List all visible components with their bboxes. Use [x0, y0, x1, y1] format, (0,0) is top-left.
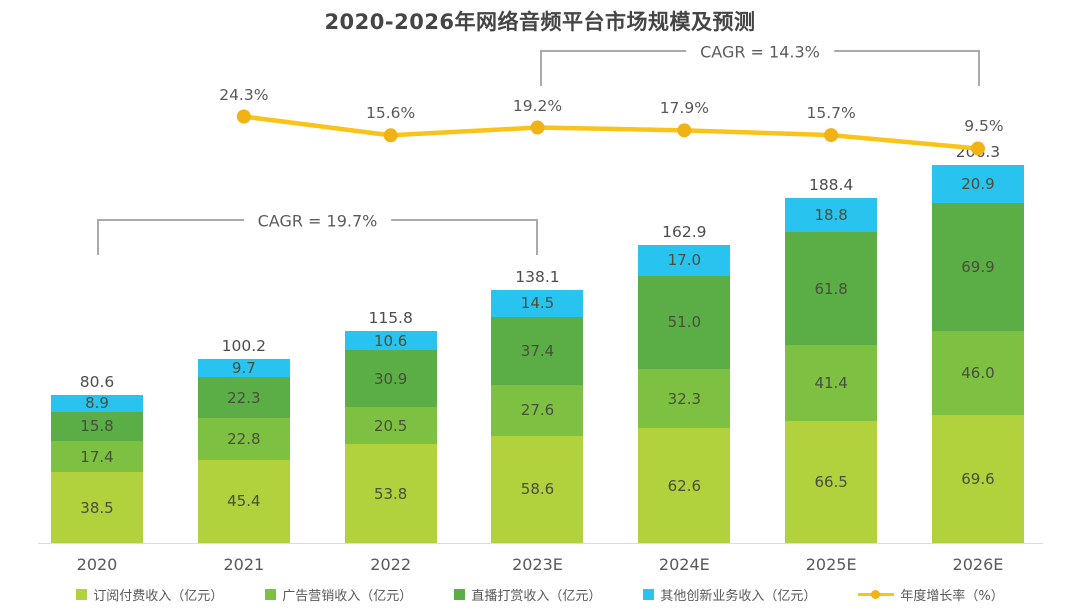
bar-segment-s3-2026E: 20.9: [931, 164, 1024, 204]
bar-segment-s0-2026E: 69.6: [931, 415, 1024, 543]
bar-segment-s1-2020: 17.4: [51, 440, 143, 473]
cagr-label-right: CAGR = 14.3%: [686, 42, 834, 62]
legend-label: 其他创新业务收入（亿元）: [660, 589, 817, 604]
bar-total-label-2022: 115.8: [368, 308, 413, 327]
x-axis-label-2024E: 2024E: [658, 555, 710, 574]
x-axis-label-2025E: 2025E: [805, 555, 857, 574]
bar-segment-s2-2021: 22.3: [197, 377, 290, 419]
bar-segment-s3-2024E: 17.0: [638, 244, 731, 276]
x-axis-line: [38, 543, 1043, 544]
bar-segment-s0-2021: 45.4: [197, 459, 290, 543]
legend-item-2: 直播打赏收入（亿元）: [454, 585, 601, 604]
bar-total-label-2023E: 138.1: [515, 268, 560, 286]
growth-dot-2023E: [530, 120, 545, 135]
bar-segment-s1-2025E: 41.4: [785, 345, 878, 422]
legend-swatch: [454, 589, 466, 600]
bar-segment-s0-2025E: 66.5: [785, 421, 878, 543]
bar-segment-s0-2022: 53.8: [344, 444, 437, 543]
legend-swatch: [76, 589, 88, 600]
growth-percent-label-2023E: 19.2%: [512, 96, 563, 115]
legend-label: 广告营销收入（亿元）: [282, 589, 413, 604]
bar-segment-s0-2023E: 58.6: [491, 435, 584, 543]
growth-dot-2025E: [824, 128, 839, 143]
bar-segment-s1-2021: 22.8: [197, 418, 290, 460]
legend-swatch: [265, 589, 277, 600]
bar-total-label-2020: 80.6: [79, 373, 115, 392]
growth-percent-label-2022: 15.6%: [366, 104, 416, 123]
legend-line-marker: [858, 589, 895, 600]
growth-dot-2024E: [677, 123, 692, 138]
bar-segment-s1-2024E: 32.3: [638, 369, 731, 429]
bar-segment-s2-2023E: 37.4: [491, 316, 584, 386]
growth-dot-2022: [383, 128, 398, 143]
x-axis-label-2021: 2021: [223, 555, 265, 574]
chart-title: 2020-2026年网络音频平台市场规模及预测: [324, 10, 756, 34]
cagr-label-left: CAGR = 19.7%: [243, 211, 392, 231]
bar-segment-s3-2021: 9.7: [197, 359, 290, 378]
legend-label: 直播打赏收入（亿元）: [471, 589, 602, 604]
x-axis-label-2020: 2020: [76, 555, 118, 574]
growth-percent-label-2025E: 15.7%: [806, 104, 856, 123]
bar-total-label-2026E: 206.3: [955, 142, 1001, 161]
cagr-bracket-2020-2023: CAGR = 19.7%: [97, 211, 538, 255]
bar-total-label-2025E: 188.4: [808, 175, 854, 194]
growth-percent-label-2024E: 17.9%: [659, 99, 709, 118]
bar-segment-s2-2022: 30.9: [344, 350, 437, 407]
bar-segment-s3-2025E: 18.8: [785, 197, 878, 233]
x-axis-label-2022: 2022: [370, 555, 412, 574]
legend-item-3: 其他创新业务收入（亿元）: [643, 585, 816, 604]
cagr-bracket-2023-2026: CAGR = 14.3%: [540, 42, 980, 86]
legend-item-0: 订阅付费收入（亿元）: [76, 585, 223, 604]
legend-item-growth-line: 年度增长率（%）: [858, 585, 1004, 604]
bar-segment-s3-2023E: 14.5: [491, 290, 584, 317]
legend-item-1: 广告营销收入（亿元）: [265, 585, 412, 604]
growth-line-path: [241, 114, 981, 151]
bar-segment-s1-2026E: 46.0: [931, 331, 1024, 416]
bar-segment-s3-2022: 10.6: [344, 330, 437, 351]
legend-label: 订阅付费收入（亿元）: [93, 589, 224, 604]
bar-segment-s1-2023E: 27.6: [491, 385, 584, 436]
growth-dot-2021: [236, 109, 251, 124]
legend-label: 年度增长率（%）: [900, 589, 1004, 604]
bar-segment-s2-2025E: 61.8: [785, 232, 878, 346]
growth-percent-label-2021: 24.3%: [219, 85, 269, 104]
bar-segment-s1-2022: 20.5: [344, 406, 437, 445]
bar-segment-s2-2024E: 51.0: [638, 275, 731, 370]
x-axis-label-2023E: 2023E: [512, 555, 563, 574]
bar-segment-s0-2024E: 62.6: [638, 428, 731, 543]
bar-segment-s0-2020: 38.5: [51, 472, 143, 543]
growth-percent-label-2026E: 9.5%: [964, 117, 1004, 136]
bar-total-label-2021: 100.2: [221, 337, 267, 356]
bar-segment-s2-2020: 15.8: [51, 411, 143, 441]
bar-segment-s3-2020: 8.9: [51, 395, 143, 412]
legend-swatch: [643, 589, 655, 600]
x-axis-label-2026E: 2026E: [952, 555, 1004, 574]
legend: 订阅付费收入（亿元） 广告营销收入（亿元） 直播打赏收入（亿元） 其他创新业务收入（亿…: [0, 585, 1080, 604]
bar-segment-s2-2026E: 69.9: [931, 203, 1024, 332]
bar-total-label-2024E: 162.9: [662, 222, 707, 241]
